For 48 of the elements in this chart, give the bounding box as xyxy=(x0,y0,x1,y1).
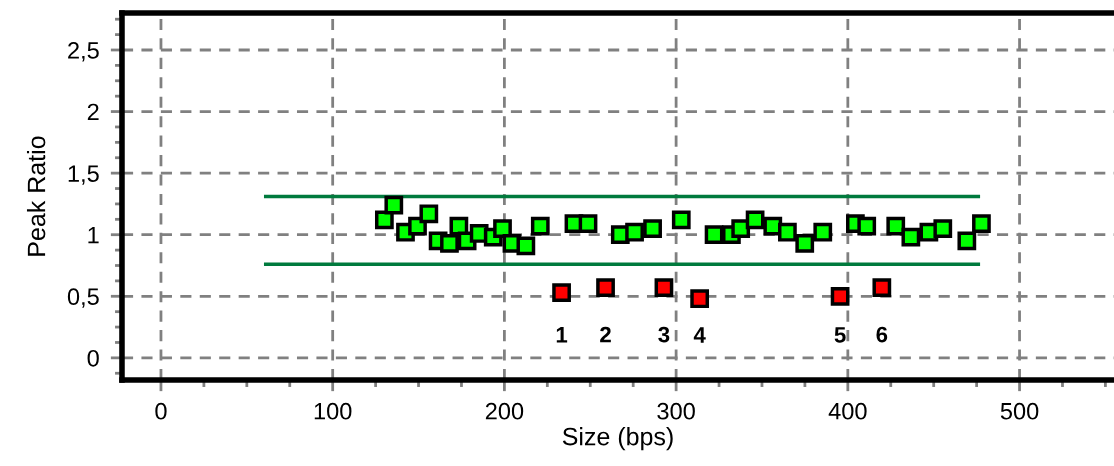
point xyxy=(552,283,571,302)
annotation: 5 xyxy=(834,327,846,343)
point xyxy=(957,231,977,251)
point xyxy=(731,219,751,238)
point xyxy=(384,195,404,215)
x-tick-label: 200 xyxy=(485,402,524,420)
y-axis-title: Peak Ratio xyxy=(26,136,46,256)
y-tick-label: 2 xyxy=(87,103,99,121)
y-tick-label: 0 xyxy=(87,349,99,367)
point xyxy=(578,214,598,234)
point xyxy=(625,222,644,242)
point xyxy=(530,216,550,236)
point xyxy=(745,210,765,230)
point xyxy=(830,286,850,306)
x-tick-label: 300 xyxy=(657,402,695,420)
point xyxy=(643,219,662,238)
point xyxy=(933,219,953,238)
point xyxy=(596,278,615,298)
x-tick-label: 400 xyxy=(828,402,867,420)
point xyxy=(419,204,439,224)
annotation: 2 xyxy=(600,326,611,343)
point xyxy=(901,227,921,247)
y-tick-label: 2,5 xyxy=(68,42,99,62)
x-axis-title: Size (bps) xyxy=(562,427,673,451)
annotation: 6 xyxy=(876,326,888,343)
point xyxy=(872,278,892,298)
annotation: 4 xyxy=(693,327,706,343)
point xyxy=(795,233,815,253)
point xyxy=(704,225,724,245)
point xyxy=(493,219,512,238)
x-tick-label: 500 xyxy=(1000,402,1039,420)
point xyxy=(654,278,674,298)
y-tick-label: 0,5 xyxy=(67,288,99,308)
annotation: 1 xyxy=(556,327,568,343)
point xyxy=(813,222,833,242)
annotation: 3 xyxy=(658,326,670,343)
point xyxy=(972,214,991,234)
y-tick-label: 1 xyxy=(88,227,99,244)
point xyxy=(671,210,691,230)
point xyxy=(778,222,797,242)
x-tick-label: 0 xyxy=(155,402,167,420)
point xyxy=(886,216,906,236)
point xyxy=(440,233,459,253)
x-tick-label: 100 xyxy=(314,402,352,420)
point xyxy=(516,236,536,256)
point xyxy=(857,216,877,236)
point xyxy=(690,289,710,309)
y-tick-label: 1,5 xyxy=(68,165,99,185)
